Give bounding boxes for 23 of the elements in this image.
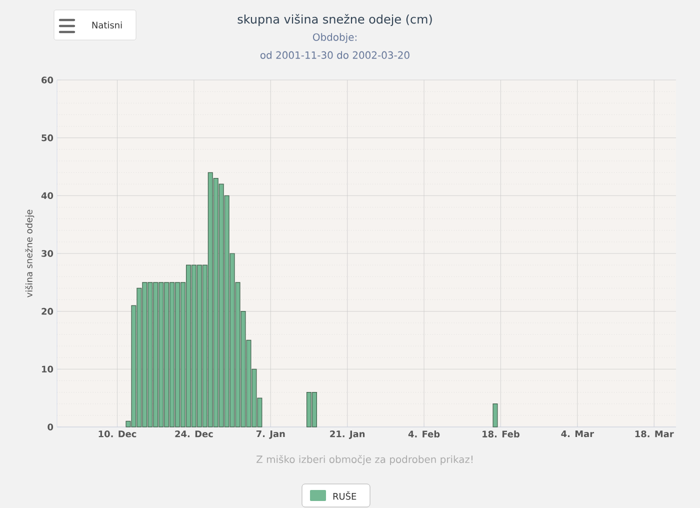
y-tick-label: 60 bbox=[42, 76, 54, 84]
chart-subtitle: Obdobje: bbox=[312, 33, 356, 43]
x-tick-label: 4. Mar bbox=[561, 430, 594, 438]
text: od 2001-11-30 do 2002-03-20 bbox=[260, 51, 410, 59]
bar bbox=[492, 404, 498, 428]
chart-title: skupna višina snežne odeje (cm) bbox=[238, 14, 432, 26]
y-tick-label: 30 bbox=[42, 250, 54, 257]
x-tick-label: 24. Dec bbox=[175, 430, 213, 438]
x-tick-label: 18. Mar bbox=[635, 430, 674, 438]
x-tick-label: 18. Feb bbox=[482, 430, 520, 438]
y-axis-title: višina snežne odeje bbox=[25, 210, 34, 298]
y-tick-label: 0 bbox=[48, 424, 54, 430]
y-tick-label: 50 bbox=[42, 134, 54, 142]
x-tick-label: 10. Dec bbox=[98, 430, 136, 438]
x-tick-label: 7. Jan bbox=[256, 430, 285, 439]
y-tick-label: 20 bbox=[42, 308, 54, 315]
x-tick-label: 4. Feb bbox=[408, 430, 440, 438]
x-tick-label: 21. Jan bbox=[330, 430, 365, 439]
y-tick-label: 10 bbox=[42, 366, 54, 373]
text: Z miško izberi območje za podroben prikaz! bbox=[256, 454, 472, 466]
text: Natisni bbox=[92, 22, 122, 28]
legend-label: RUŠE bbox=[333, 491, 356, 500]
y-tick-label: 40 bbox=[41, 192, 54, 200]
